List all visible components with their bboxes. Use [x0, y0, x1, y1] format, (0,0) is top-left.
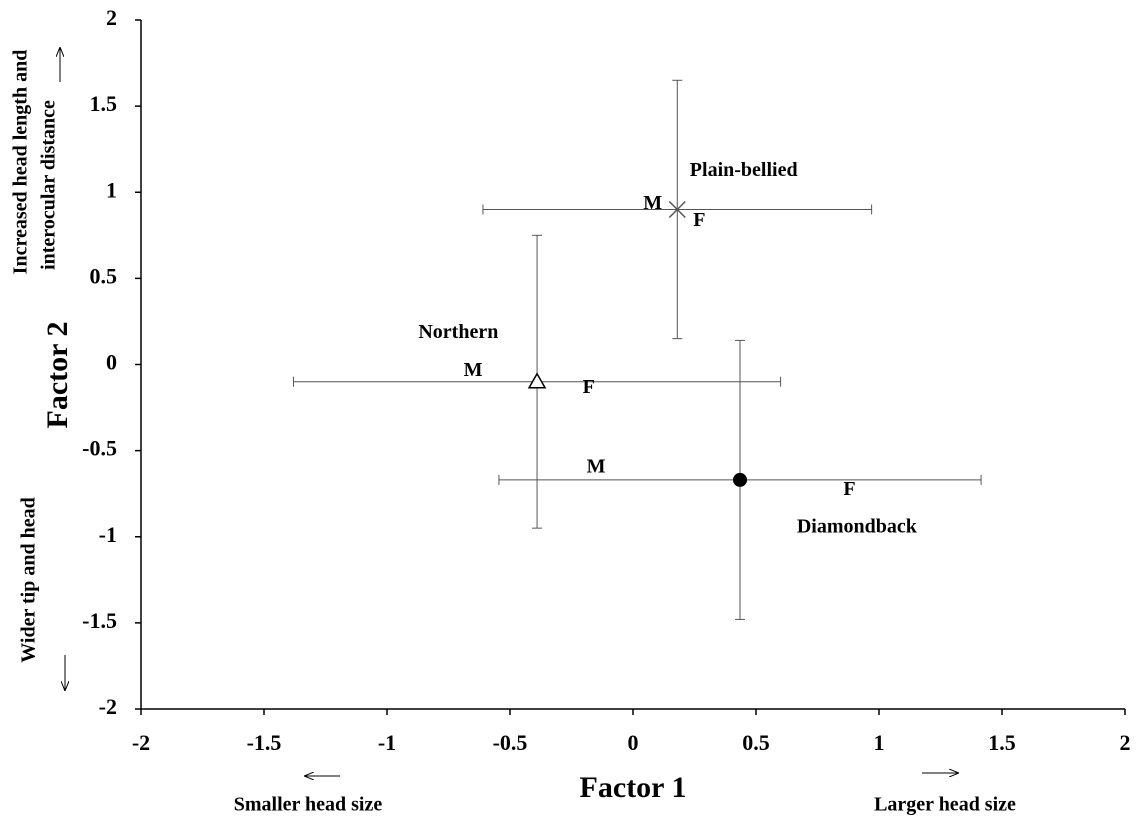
annotation: Northern — [418, 321, 498, 343]
annotation: M — [587, 455, 606, 477]
y-note: interocular distance — [38, 100, 60, 270]
x-note: Smaller head size — [234, 794, 383, 816]
point — [733, 472, 748, 487]
x-tick-label: 1 — [874, 730, 885, 755]
annotation: Plain-bellied — [690, 159, 798, 181]
y-axis-title: Factor 2 — [41, 322, 74, 429]
y-tick-label: -1 — [99, 522, 117, 547]
x-tick-label: -0.5 — [493, 730, 528, 755]
y-tick-label: 1.5 — [90, 91, 118, 116]
y-tick-label: -2 — [99, 694, 117, 719]
annotation: F — [583, 376, 595, 398]
point — [527, 372, 547, 389]
y-note: Wider tip and head — [18, 497, 40, 662]
y-tick-label: -0.5 — [82, 436, 117, 461]
x-axis-title: Factor 1 — [580, 771, 687, 804]
x-tick-label: -2 — [132, 730, 150, 755]
x-tick-label: 2 — [1120, 730, 1131, 755]
y-tick-label: -1.5 — [82, 608, 117, 633]
y-tick-label: 0 — [106, 350, 117, 375]
x-tick-label: -1.5 — [247, 730, 282, 755]
y-note: Increased head length and — [10, 50, 32, 275]
annotation: M — [464, 359, 483, 381]
y-tick-label: 0.5 — [90, 263, 118, 288]
annotation: F — [693, 209, 705, 231]
x-tick-label: 1.5 — [988, 730, 1016, 755]
annotation: Diamondback — [797, 516, 918, 538]
annotation: M — [643, 192, 662, 214]
y-tick-label: 2 — [106, 5, 117, 30]
annotation: F — [843, 478, 855, 500]
x-tick-label: -1 — [378, 730, 396, 755]
x-tick-label: 0.5 — [742, 730, 770, 755]
y-tick-label: 1 — [106, 177, 117, 202]
point — [668, 200, 686, 219]
x-note: Larger head size — [874, 794, 1016, 816]
x-tick-label: 0 — [628, 730, 639, 755]
